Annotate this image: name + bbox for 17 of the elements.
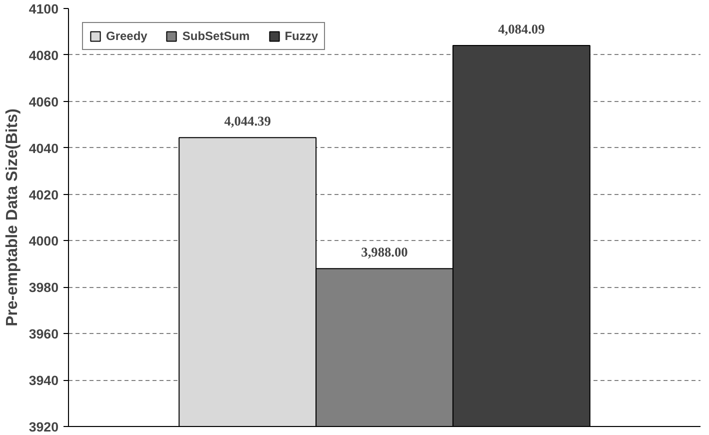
data-label: 4,084.09: [498, 21, 546, 36]
y-tick-label: 3960: [28, 326, 59, 342]
y-tick-label: 4020: [28, 187, 59, 202]
y-tick-label: 4000: [28, 234, 59, 249]
legend-label: Fuzzy: [284, 29, 318, 43]
y-tick-label: 4100: [28, 2, 59, 16]
legend-label: Greedy: [106, 29, 148, 43]
y-tick-label: 4080: [28, 48, 59, 63]
y-tick-label: 4040: [28, 140, 59, 156]
y-tick-label: 3980: [28, 280, 59, 296]
legend-label: SubSetSum: [182, 29, 250, 43]
y-tick-label: 3920: [28, 420, 59, 434]
y-axis-title: Pre-emptable Data Size(Bits): [4, 108, 21, 326]
y-tick-label: 3940: [28, 373, 59, 388]
data-label: 3,988.00: [361, 244, 408, 260]
data-label: 4,044.39: [224, 114, 272, 129]
y-tick-label: 4060: [28, 94, 59, 110]
